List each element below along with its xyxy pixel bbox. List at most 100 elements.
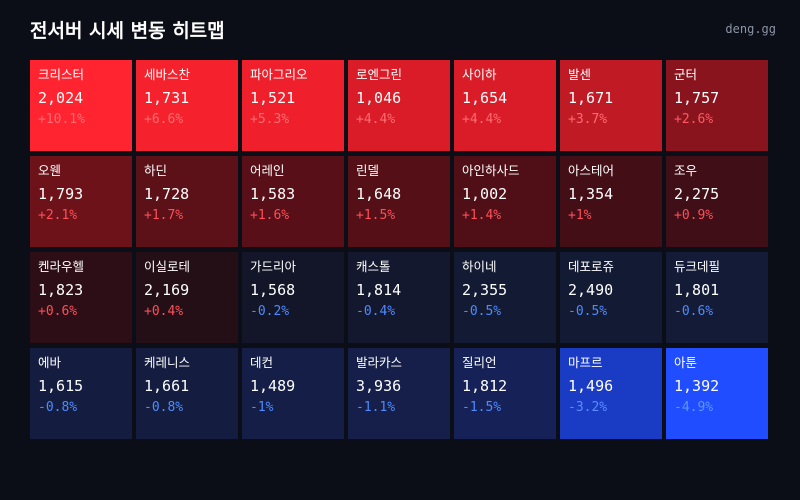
heatmap-cell[interactable]: 켄라우헬 1,823 +0.6%	[30, 252, 132, 343]
server-name: 아툰	[674, 355, 698, 370]
server-price: 1,496	[568, 377, 614, 395]
heatmap-cell[interactable]: 아툰 1,392 -4.9%	[666, 348, 768, 439]
server-name: 조우	[674, 163, 698, 178]
price-change: -1%	[250, 400, 274, 415]
price-change: +0.9%	[674, 208, 714, 223]
price-change: +2.6%	[674, 112, 714, 127]
server-price: 1,661	[144, 377, 190, 395]
heatmap-cell[interactable]: 발라카스 3,936 -1.1%	[348, 348, 450, 439]
server-price: 1,731	[144, 89, 190, 107]
server-price: 1,648	[356, 185, 402, 203]
heatmap-cell[interactable]: 질리언 1,812 -1.5%	[454, 348, 556, 439]
server-name: 캐스톨	[356, 259, 391, 274]
server-name: 가드리아	[250, 259, 297, 274]
heatmap-cell[interactable]: 데컨 1,489 -1%	[242, 348, 344, 439]
heatmap-cell[interactable]: 케레니스 1,661 -0.8%	[136, 348, 238, 439]
price-change: +1.6%	[250, 208, 290, 223]
server-price: 1,812	[462, 377, 508, 395]
server-name: 발라카스	[356, 355, 403, 370]
price-change: +0.6%	[38, 304, 78, 319]
server-name: 아인하사드	[462, 163, 520, 178]
heatmap-cell[interactable]: 아인하사드 1,002 +1.4%	[454, 156, 556, 247]
server-name: 에바	[38, 355, 62, 370]
price-change: -0.8%	[144, 400, 184, 415]
server-price: 1,615	[38, 377, 84, 395]
price-change: -4.9%	[674, 400, 714, 415]
server-price: 2,024	[38, 89, 84, 107]
server-name: 어레인	[250, 163, 285, 178]
server-price: 1,568	[250, 281, 296, 299]
price-change: -0.5%	[568, 304, 608, 319]
server-name: 이실로테	[144, 259, 191, 274]
price-change: -0.5%	[462, 304, 502, 319]
server-price: 1,814	[356, 281, 402, 299]
server-name: 데포로쥬	[568, 259, 615, 274]
server-price: 1,757	[674, 89, 720, 107]
heatmap-cell[interactable]: 크리스터 2,024 +10.1%	[30, 60, 132, 151]
heatmap-cell[interactable]: 사이하 1,654 +4.4%	[454, 60, 556, 151]
heatmap-cell[interactable]: 듀크데필 1,801 -0.6%	[666, 252, 768, 343]
server-price: 1,046	[356, 89, 402, 107]
heatmap-cell[interactable]: 린델 1,648 +1.5%	[348, 156, 450, 247]
server-price: 2,355	[462, 281, 508, 299]
price-change: -1.1%	[356, 400, 396, 415]
heatmap-cell[interactable]: 발센 1,671 +3.7%	[560, 60, 662, 151]
server-price: 1,002	[462, 185, 508, 203]
price-change: +1.7%	[144, 208, 184, 223]
price-change: +1.5%	[356, 208, 396, 223]
heatmap-cell[interactable]: 아스테어 1,354 +1%	[560, 156, 662, 247]
server-price: 1,583	[250, 185, 296, 203]
server-price: 1,823	[38, 281, 84, 299]
price-change: +5.3%	[250, 112, 290, 127]
heatmap-cell[interactable]: 캐스톨 1,814 -0.4%	[348, 252, 450, 343]
heatmap-cell[interactable]: 가드리아 1,568 -0.2%	[242, 252, 344, 343]
server-name: 하딘	[144, 163, 168, 178]
heatmap-cell[interactable]: 에바 1,615 -0.8%	[30, 348, 132, 439]
heatmap-cell[interactable]: 파아그리오 1,521 +5.3%	[242, 60, 344, 151]
server-name: 파아그리오	[250, 67, 308, 82]
server-price: 1,793	[38, 185, 84, 203]
heatmap-cell[interactable]: 군터 1,757 +2.6%	[666, 60, 768, 151]
server-name: 켄라우헬	[38, 259, 85, 274]
heatmap-cell[interactable]: 데포로쥬 2,490 -0.5%	[560, 252, 662, 343]
header: 전서버 시세 변동 히트맵 deng.gg	[30, 14, 776, 44]
price-change: -3.2%	[568, 400, 608, 415]
server-name: 사이하	[462, 67, 497, 82]
heatmap-cell[interactable]: 오웬 1,793 +2.1%	[30, 156, 132, 247]
price-change: +10.1%	[38, 112, 85, 127]
price-change: +1.4%	[462, 208, 502, 223]
price-change: +6.6%	[144, 112, 184, 127]
price-change: +3.7%	[568, 112, 608, 127]
server-name: 아스테어	[568, 163, 615, 178]
heatmap-cell[interactable]: 하이네 2,355 -0.5%	[454, 252, 556, 343]
price-change: +2.1%	[38, 208, 78, 223]
heatmap-cell[interactable]: 세바스찬 1,731 +6.6%	[136, 60, 238, 151]
brand-label[interactable]: deng.gg	[725, 22, 776, 36]
server-price: 3,936	[356, 377, 402, 395]
server-name: 군터	[674, 67, 698, 82]
server-price: 1,801	[674, 281, 720, 299]
heatmap-cell[interactable]: 조우 2,275 +0.9%	[666, 156, 768, 247]
price-change: -0.8%	[38, 400, 78, 415]
price-change: +0.4%	[144, 304, 184, 319]
server-price: 1,354	[568, 185, 614, 203]
server-name: 마프르	[568, 355, 603, 370]
price-change: -0.2%	[250, 304, 290, 319]
server-price: 1,654	[462, 89, 508, 107]
heatmap-cell[interactable]: 마프르 1,496 -3.2%	[560, 348, 662, 439]
server-name: 듀크데필	[674, 259, 721, 274]
price-change: +4.4%	[462, 112, 502, 127]
server-name: 오웬	[38, 163, 62, 178]
server-name: 질리언	[462, 355, 497, 370]
heatmap-cell[interactable]: 이실로테 2,169 +0.4%	[136, 252, 238, 343]
server-name: 로엔그린	[356, 67, 403, 82]
price-change: +1%	[568, 208, 592, 223]
server-price: 2,169	[144, 281, 190, 299]
price-change: +4.4%	[356, 112, 396, 127]
server-price: 1,489	[250, 377, 296, 395]
heatmap-cell[interactable]: 로엔그린 1,046 +4.4%	[348, 60, 450, 151]
heatmap-cell[interactable]: 하딘 1,728 +1.7%	[136, 156, 238, 247]
heatmap-cell[interactable]: 어레인 1,583 +1.6%	[242, 156, 344, 247]
server-price: 2,490	[568, 281, 614, 299]
server-name: 발센	[568, 67, 592, 82]
